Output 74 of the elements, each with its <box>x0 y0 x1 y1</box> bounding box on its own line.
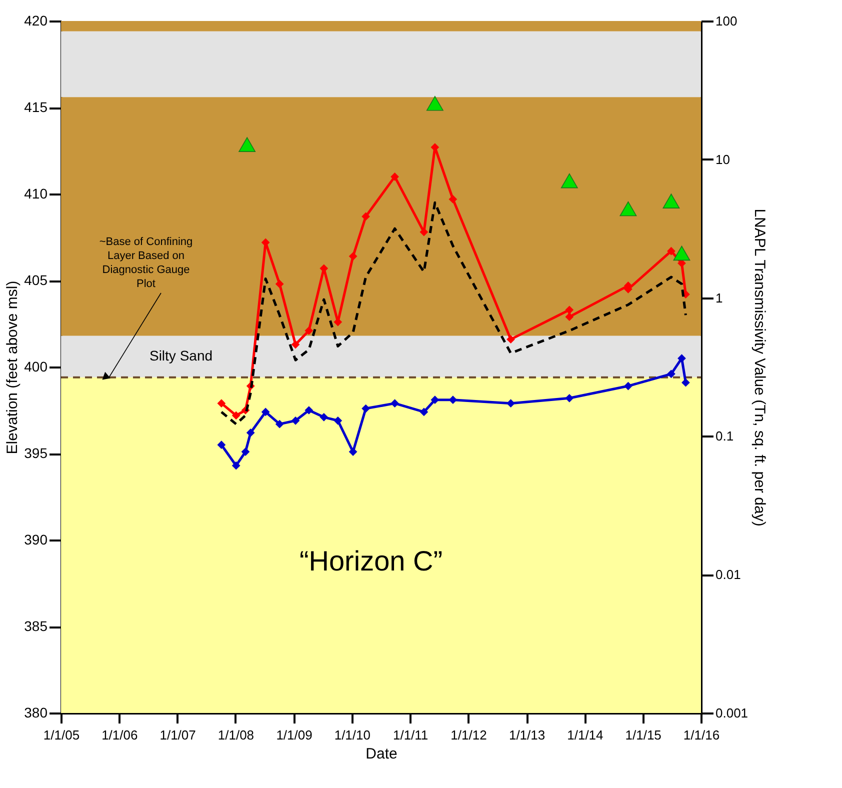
y2-tick-label: 10 <box>716 152 730 167</box>
band-label: Silty Sand <box>149 348 213 364</box>
point <box>390 399 399 408</box>
y-tick-label: 410 <box>24 186 48 202</box>
y-tick-label: 395 <box>24 445 48 461</box>
y-tick-label: 400 <box>24 358 48 374</box>
y-tick-label: 405 <box>24 272 48 288</box>
point <box>246 428 255 437</box>
point <box>291 340 300 349</box>
x-axis-title: Date <box>366 746 398 762</box>
point <box>275 280 284 288</box>
point <box>506 335 515 344</box>
x-tick-label: 1/1/05 <box>43 728 80 742</box>
point <box>362 212 370 221</box>
point <box>304 326 314 335</box>
point <box>448 396 458 404</box>
y-tick-label: 390 <box>24 532 48 548</box>
point <box>320 412 328 422</box>
x-tick-label: 1/1/11 <box>392 728 428 742</box>
x-tick-label: 1/1/13 <box>508 728 546 742</box>
point <box>565 312 574 322</box>
point <box>232 461 240 470</box>
point <box>667 370 676 378</box>
point <box>238 137 256 152</box>
x-tick-label: 1/1/08 <box>218 728 254 742</box>
point <box>624 382 632 390</box>
y2-axis-title: LNAPL Transmissivity Value (Tn, sq. ft. per day) <box>751 208 768 526</box>
x-tick-label: 1/1/16 <box>683 728 720 742</box>
x-tick-label: 1/1/10 <box>334 728 370 742</box>
point <box>217 440 226 450</box>
point <box>217 399 226 408</box>
band-label: “Horizon C” <box>299 545 443 576</box>
point <box>261 408 270 416</box>
point <box>348 448 358 456</box>
y2-tick-label: 100 <box>716 14 738 28</box>
point <box>426 96 444 111</box>
x-tick-label: 1/1/15 <box>625 728 662 742</box>
point <box>390 172 399 181</box>
x-tick-label: 1/1/12 <box>450 728 487 742</box>
x-tick-label: 1/1/06 <box>102 728 138 742</box>
y-tick-label: 415 <box>24 99 48 115</box>
x-tick-label: 1/1/14 <box>567 728 604 742</box>
point <box>667 246 676 256</box>
x-tick-label: 1/1/09 <box>276 728 312 742</box>
point <box>232 411 240 420</box>
point <box>304 406 314 414</box>
point <box>620 201 637 216</box>
point <box>682 378 690 387</box>
y-tick-label: 420 <box>24 12 48 28</box>
y2-tick-label: 0.01 <box>716 567 741 582</box>
line-series <box>220 201 687 426</box>
point <box>420 408 428 416</box>
point <box>506 399 515 408</box>
y2-tick-label: 0.1 <box>716 428 734 444</box>
point <box>662 194 680 208</box>
point <box>348 252 358 260</box>
point <box>565 394 574 402</box>
y2-tick-label: 0.001 <box>716 706 748 720</box>
point <box>334 416 342 425</box>
y-tick-label: 385 <box>24 618 48 634</box>
point <box>241 448 250 456</box>
y-tick-label: 380 <box>24 704 48 720</box>
point <box>291 416 300 425</box>
point <box>673 246 690 261</box>
point <box>448 195 458 204</box>
point <box>430 396 440 404</box>
y2-tick-label: 1 <box>716 290 723 306</box>
point <box>678 354 686 363</box>
point <box>560 173 578 188</box>
point <box>275 420 284 428</box>
ref-line-label: ~Base of Confining Layer Based on Diagnostic Gauge Plot <box>99 236 193 290</box>
x-tick-label: 1/1/07 <box>160 728 196 742</box>
point <box>362 404 370 413</box>
y-axis-title: Elevation (feet above msl) <box>4 280 22 454</box>
